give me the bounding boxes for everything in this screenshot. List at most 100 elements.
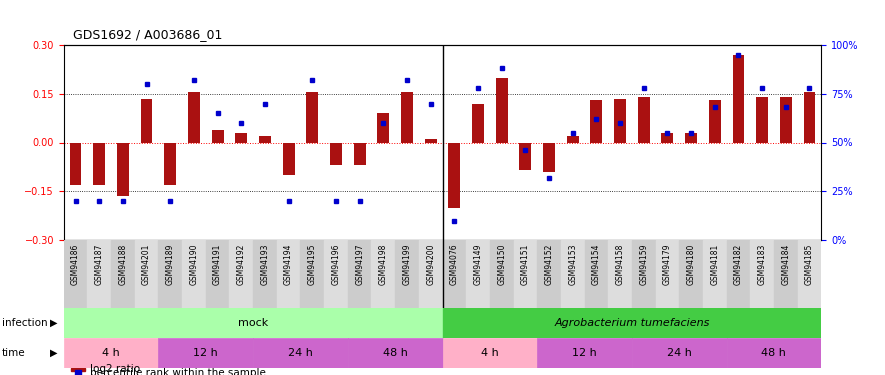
Bar (709, 100, 720, 142)
Bar (442, 308, 821, 338)
Text: 4 h: 4 h (481, 348, 499, 357)
Bar (727, 338, 821, 368)
Bar (135, 240, 158, 308)
Text: mock: mock (238, 318, 268, 327)
Bar (306, 92, 319, 142)
Text: GSM94190: GSM94190 (189, 243, 198, 285)
Bar (566, 136, 579, 142)
Bar (205, 240, 229, 308)
Bar (88, 240, 112, 308)
Bar (703, 240, 727, 308)
Text: GSM94181: GSM94181 (711, 243, 720, 285)
Text: GSM94182: GSM94182 (734, 243, 743, 285)
Bar (425, 139, 436, 142)
Bar (158, 338, 253, 368)
Text: 48 h: 48 h (382, 348, 408, 357)
Bar (442, 338, 537, 368)
Bar (449, 142, 460, 207)
Text: GSM94154: GSM94154 (592, 243, 601, 285)
Text: GSM94184: GSM94184 (781, 243, 790, 285)
Bar (64, 240, 88, 308)
Bar (638, 97, 650, 142)
Text: GSM94191: GSM94191 (213, 243, 222, 285)
Bar (614, 99, 626, 142)
Text: GSM94185: GSM94185 (805, 243, 814, 285)
Text: ▶: ▶ (50, 348, 57, 357)
Text: percentile rank within the sample: percentile rank within the sample (90, 368, 266, 375)
Bar (253, 240, 277, 308)
Bar (656, 240, 680, 308)
Bar (685, 133, 697, 142)
Bar (537, 240, 561, 308)
Bar (64, 308, 442, 338)
Bar (537, 338, 632, 368)
Text: time: time (2, 348, 26, 357)
Text: log2 ratio: log2 ratio (90, 364, 141, 374)
Bar (590, 100, 603, 142)
Bar (632, 338, 727, 368)
Bar (519, 142, 531, 170)
Text: GSM94150: GSM94150 (497, 243, 506, 285)
Bar (141, 99, 152, 142)
Text: infection: infection (2, 318, 48, 327)
Text: GSM94189: GSM94189 (165, 243, 174, 285)
Bar (377, 113, 389, 142)
Text: GSM94197: GSM94197 (355, 243, 364, 285)
Bar (64, 338, 158, 368)
Bar (632, 240, 656, 308)
Bar (661, 133, 673, 142)
Bar (235, 133, 247, 142)
Bar (117, 142, 129, 196)
Bar (72, 368, 85, 370)
Bar (282, 142, 295, 175)
Text: 24 h: 24 h (288, 348, 313, 357)
Bar (543, 142, 555, 172)
Text: 48 h: 48 h (761, 348, 787, 357)
Text: GSM94180: GSM94180 (687, 243, 696, 285)
Text: GSM94198: GSM94198 (379, 243, 388, 285)
Bar (727, 240, 750, 308)
Bar (585, 240, 608, 308)
Text: GSM94149: GSM94149 (473, 243, 482, 285)
Text: GSM94151: GSM94151 (521, 243, 530, 285)
Bar (188, 92, 200, 142)
Bar (348, 240, 372, 308)
Bar (330, 142, 342, 165)
Bar (259, 136, 271, 142)
Bar (112, 240, 135, 308)
Bar (212, 129, 224, 142)
Text: GSM94192: GSM94192 (237, 243, 246, 285)
Text: GSM94186: GSM94186 (71, 243, 80, 285)
Bar (396, 240, 419, 308)
Bar (70, 142, 81, 185)
Text: GSM94076: GSM94076 (450, 243, 458, 285)
Bar (253, 338, 348, 368)
Bar (401, 92, 413, 142)
Bar (750, 240, 774, 308)
Text: GSM94152: GSM94152 (544, 243, 553, 285)
Bar (756, 97, 768, 142)
Bar (490, 240, 513, 308)
Text: GDS1692 / A003686_01: GDS1692 / A003686_01 (73, 28, 222, 41)
Bar (354, 142, 366, 165)
Bar (608, 240, 632, 308)
Text: GSM94188: GSM94188 (119, 243, 127, 285)
Text: GSM94153: GSM94153 (568, 243, 577, 285)
Bar (277, 240, 300, 308)
Bar (561, 240, 585, 308)
Text: 4 h: 4 h (102, 348, 120, 357)
Text: GSM94193: GSM94193 (260, 243, 269, 285)
Bar (158, 240, 182, 308)
Bar (773, 240, 797, 308)
Bar (733, 55, 744, 142)
Text: Agrobacterium tumefaciens: Agrobacterium tumefaciens (554, 318, 710, 327)
Bar (419, 240, 442, 308)
Text: 12 h: 12 h (573, 348, 596, 357)
Bar (324, 240, 348, 308)
Bar (165, 142, 176, 185)
Bar (797, 240, 821, 308)
Bar (229, 240, 253, 308)
Text: GSM94196: GSM94196 (332, 243, 341, 285)
Text: GSM94195: GSM94195 (308, 243, 317, 285)
Bar (93, 142, 105, 185)
